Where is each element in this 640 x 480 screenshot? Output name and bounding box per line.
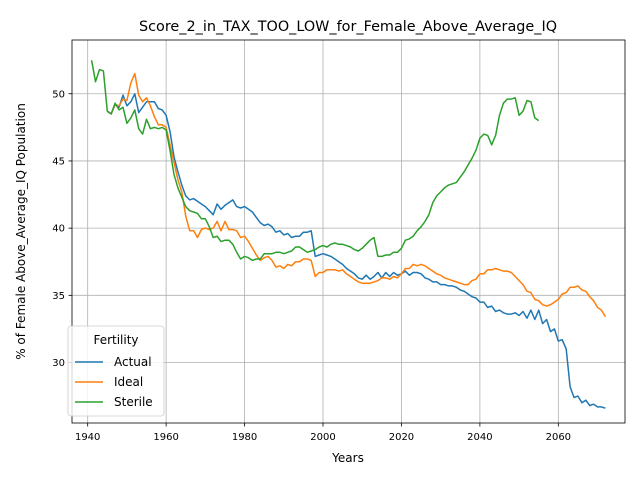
x-tick-label: 1960 <box>153 432 178 443</box>
series-line-ideal <box>106 72 607 318</box>
x-tick-label: 2060 <box>546 432 571 443</box>
legend-title: Fertility <box>93 333 138 347</box>
legend-box <box>67 325 165 417</box>
x-tick-label: 2000 <box>310 432 335 443</box>
series-line-sterile <box>90 60 540 262</box>
series-line-actual <box>106 93 606 409</box>
y-tick-label: 40 <box>52 224 65 235</box>
legend: Fertility Actual Ideal Sterile <box>67 325 165 417</box>
legend-label: Ideal <box>114 375 143 389</box>
x-tick-label: 1980 <box>232 432 257 443</box>
x-tick-label: 1940 <box>75 432 100 443</box>
y-tick-label: 30 <box>52 358 65 369</box>
legend-label: Actual <box>114 355 152 369</box>
y-axis-label: % of Female Above_Average_IQ Population <box>14 103 28 360</box>
plot-area <box>71 39 626 424</box>
y-tick-label: 45 <box>52 156 65 167</box>
chart-title: Score_2_in_TAX_TOO_LOW_for_Female_Above_… <box>139 19 557 35</box>
legend-label: Sterile <box>114 395 153 409</box>
x-axis-label: Years <box>331 451 364 465</box>
grid <box>72 40 625 423</box>
legend-items: Actual Ideal Sterile <box>75 355 153 409</box>
legend-item-ideal: Ideal <box>75 375 143 389</box>
x-tick-label: 2020 <box>389 432 414 443</box>
y-tick-label: 35 <box>52 291 65 302</box>
legend-item-sterile: Sterile <box>75 395 153 409</box>
series-lines <box>90 60 607 409</box>
axis-ticks: 1940 1960 1980 2000 2020 2040 2060 30 35 40 45 50 <box>52 89 571 443</box>
y-tick-label: 50 <box>52 89 65 100</box>
legend-item-actual: Actual <box>75 355 152 369</box>
x-tick-label: 2040 <box>467 432 492 443</box>
